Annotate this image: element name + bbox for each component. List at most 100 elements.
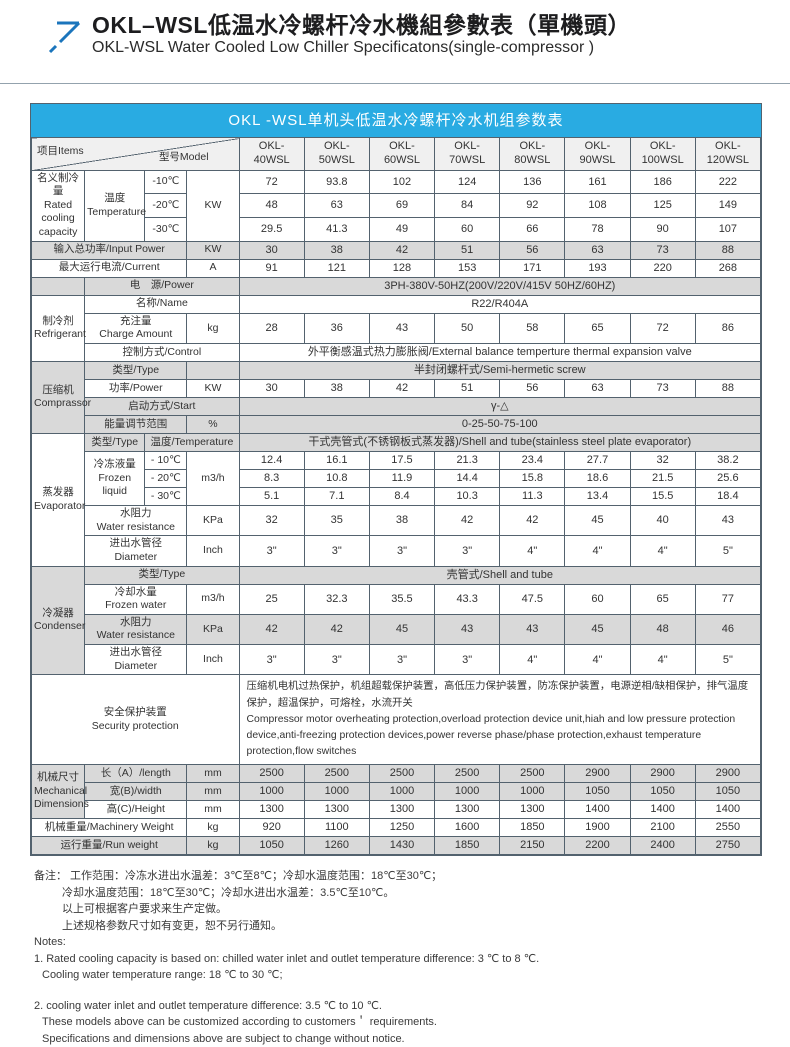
- value-cell: 1000: [238, 782, 305, 802]
- value-cell: 92: [499, 193, 566, 218]
- value-cell: 38: [368, 504, 436, 537]
- category-evaporator: 蒸发器 Evaporator: [30, 432, 85, 567]
- unit-label: m3/h: [186, 450, 240, 506]
- note-line: 上述规格参数尺寸如有变更，恕不另行通知。: [62, 919, 282, 932]
- value-cell: 43: [434, 613, 501, 646]
- model-header: OKL- 60WSL: [368, 137, 436, 171]
- row-label-current: 最大运行电流/Current: [30, 258, 188, 278]
- value-cell: 45: [564, 613, 631, 646]
- unit-label: kg: [186, 818, 240, 838]
- row-label-energy-range: 能量调节范围: [84, 414, 188, 434]
- value-cell: 43.3: [434, 583, 501, 615]
- unit-label: KW: [186, 169, 240, 242]
- row-label-minus30: -30℃: [144, 216, 188, 242]
- value-cell: 10.8: [303, 468, 370, 488]
- value-cell: 8.3: [238, 468, 305, 488]
- value-cell: 78: [564, 216, 631, 242]
- unit-label: kg: [186, 312, 240, 344]
- value-cell: 30: [238, 378, 305, 398]
- value-cell: 42: [303, 613, 370, 646]
- value-cell: 1900: [564, 818, 631, 838]
- value-cell: 1050: [694, 782, 762, 802]
- value-cell: 69: [368, 193, 436, 218]
- unit-label: mm: [186, 800, 240, 820]
- value-cell: 4": [564, 644, 631, 676]
- value-cell: 5": [694, 644, 762, 676]
- value-cell: 153: [434, 258, 501, 278]
- corner-header: 项目Items 型号Model: [31, 137, 240, 171]
- value-cell: 186: [629, 169, 696, 195]
- value-cell: 63: [303, 193, 370, 218]
- value-evaporator-type: 干式壳管式(不锈钢板式蒸发器)/Shell and tube(stainless…: [238, 432, 762, 452]
- value-cell: 1260: [303, 836, 370, 856]
- unit-label: KPa: [186, 613, 240, 646]
- value-cell: 88: [694, 378, 762, 398]
- value-cell: 1000: [303, 782, 370, 802]
- note-line: These models above can be customized acc…: [42, 1016, 437, 1029]
- value-cell: 171: [499, 258, 566, 278]
- value-cell: 1050: [564, 782, 631, 802]
- unit-label: KW: [186, 378, 240, 398]
- value-cell: 42: [368, 240, 436, 260]
- value-cell: 2500: [499, 764, 566, 784]
- value-cell: 2500: [434, 764, 501, 784]
- model-header: OKL- 50WSL: [303, 137, 370, 171]
- value-cell: 2900: [694, 764, 762, 784]
- value-cell: 1300: [368, 800, 436, 820]
- value-cell: 42: [499, 504, 566, 537]
- row-label-input-power: 输入总功率/Input Power: [30, 240, 188, 260]
- value-cell: 12.4: [238, 450, 305, 470]
- value-cell: 1100: [303, 818, 370, 838]
- value-cell: 35.5: [368, 583, 436, 615]
- value-cell: 222: [694, 169, 762, 195]
- value-cell: 23.4: [499, 450, 566, 470]
- value-energy-range: 0-25-50-75-100: [238, 414, 762, 434]
- value-cell: 21.3: [434, 450, 501, 470]
- value-cell: 220: [629, 258, 696, 278]
- note-line: 备注： 工作范围：冷冻水进出水温差：3℃至8℃；冷却水温度范围：18℃至30℃；: [34, 870, 443, 883]
- value-cell: 1400: [564, 800, 631, 820]
- value-cell: 4": [499, 535, 566, 567]
- row-label-minus10: -10℃: [144, 169, 188, 195]
- row-label-type: 类型/Type: [84, 432, 146, 452]
- value-cell: 56: [499, 240, 566, 260]
- value-cell: 49: [368, 216, 436, 242]
- note-line: Cooling water temperature range: 18 ℃ to…: [42, 969, 283, 982]
- value-cell: 124: [434, 169, 501, 195]
- spec-table-container: OKL -WSL单机头低温水冷螺杆冷水机组参数表 项目Items 型号Model O…: [30, 103, 762, 857]
- value-cell: 56: [499, 378, 566, 398]
- value-cell: 42: [238, 613, 305, 646]
- value-cell: 1000: [368, 782, 436, 802]
- value-cell: 121: [303, 258, 370, 278]
- value-cell: 42: [434, 504, 501, 537]
- value-cell: 66: [499, 216, 566, 242]
- value-cell: 72: [629, 312, 696, 344]
- value-cell: 107: [694, 216, 762, 242]
- category-compressor: 压缩机 Comprassor: [30, 360, 91, 434]
- value-control: 外平衡感温式热力膨胀阀/External balance temperture …: [238, 342, 762, 362]
- row-label-temperature: 温度 Temperature: [84, 169, 146, 242]
- value-cell: 38: [303, 240, 370, 260]
- value-cell: 1000: [499, 782, 566, 802]
- row-label-run-weight: 运行重量/Run weight: [30, 836, 188, 856]
- value-cell: 4": [629, 535, 696, 567]
- value-cell: 32.3: [303, 583, 370, 615]
- row-label-type: 类型/Type: [84, 360, 188, 380]
- value-cell: 47.5: [499, 583, 566, 615]
- unit-label: mm: [186, 782, 240, 802]
- value-cell: 51: [434, 378, 501, 398]
- value-cell: 2200: [564, 836, 631, 856]
- row-label-water-resistance: 水阻力 Water resistance: [84, 504, 188, 537]
- value-cell: 50: [434, 312, 501, 344]
- page-subtitle: OKL-WSL Water Cooled Low Chiller Specifi…: [92, 39, 595, 57]
- value-cell: 65: [629, 583, 696, 615]
- value-cell: 60: [564, 583, 631, 615]
- value-cell: 8.4: [368, 486, 436, 506]
- row-label-compressor-power: 功率/Power: [84, 378, 188, 398]
- row-label-machinery-weight: 机械重量/Machinery Weight: [30, 818, 188, 838]
- value-cell: 108: [564, 193, 631, 218]
- model-header: OKL- 100WSL: [629, 137, 696, 171]
- value-cell: 3": [238, 535, 305, 567]
- value-cell: 1050: [238, 836, 305, 856]
- value-cell: 193: [564, 258, 631, 278]
